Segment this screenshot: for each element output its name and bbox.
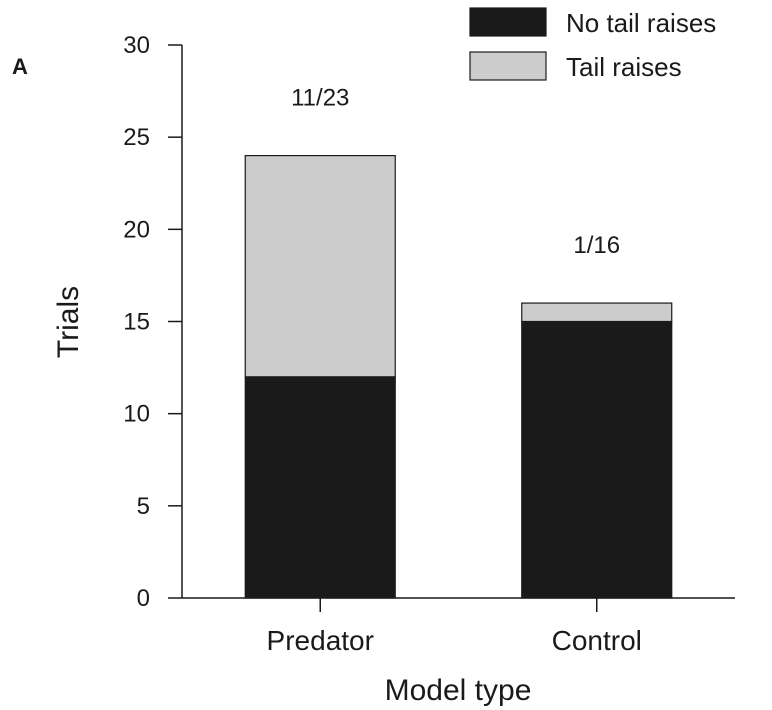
x-axis-title: Model type xyxy=(385,674,532,707)
bar-control-series-2 xyxy=(521,302,673,323)
data-label-control: 1/16 xyxy=(573,232,620,259)
y-tick-label: 10 xyxy=(123,401,150,428)
x-axis: Predator Control xyxy=(182,597,735,656)
y-tick-label: 30 xyxy=(123,32,150,59)
bars xyxy=(244,155,673,599)
legend-label-2: Tail raises xyxy=(566,52,682,82)
legend-swatch-1 xyxy=(469,7,547,37)
y-axis: 0 5 10 15 20 25 30 xyxy=(123,32,183,612)
x-tick-label-predator: Predator xyxy=(267,625,374,656)
legend: No tail raises Tail raises xyxy=(469,7,716,82)
bar-predator-series-2 xyxy=(244,155,396,378)
x-tick-label-control: Control xyxy=(552,625,642,656)
y-tick-label: 20 xyxy=(123,216,150,243)
y-tick-label: 5 xyxy=(137,493,150,520)
legend-label-1: No tail raises xyxy=(566,8,716,38)
y-tick-label: 0 xyxy=(137,585,150,612)
legend-swatch-2 xyxy=(469,51,547,81)
bar-predator-series-1 xyxy=(244,376,396,599)
data-label-predator: 11/23 xyxy=(291,85,349,112)
panel-label: A xyxy=(12,54,28,79)
y-tick-label: 15 xyxy=(123,309,150,336)
data-labels: 11/23 1/16 xyxy=(291,85,620,259)
y-tick-label: 25 xyxy=(123,124,150,151)
bar-control-series-1 xyxy=(521,320,673,599)
y-axis-title: Trials xyxy=(52,286,85,358)
